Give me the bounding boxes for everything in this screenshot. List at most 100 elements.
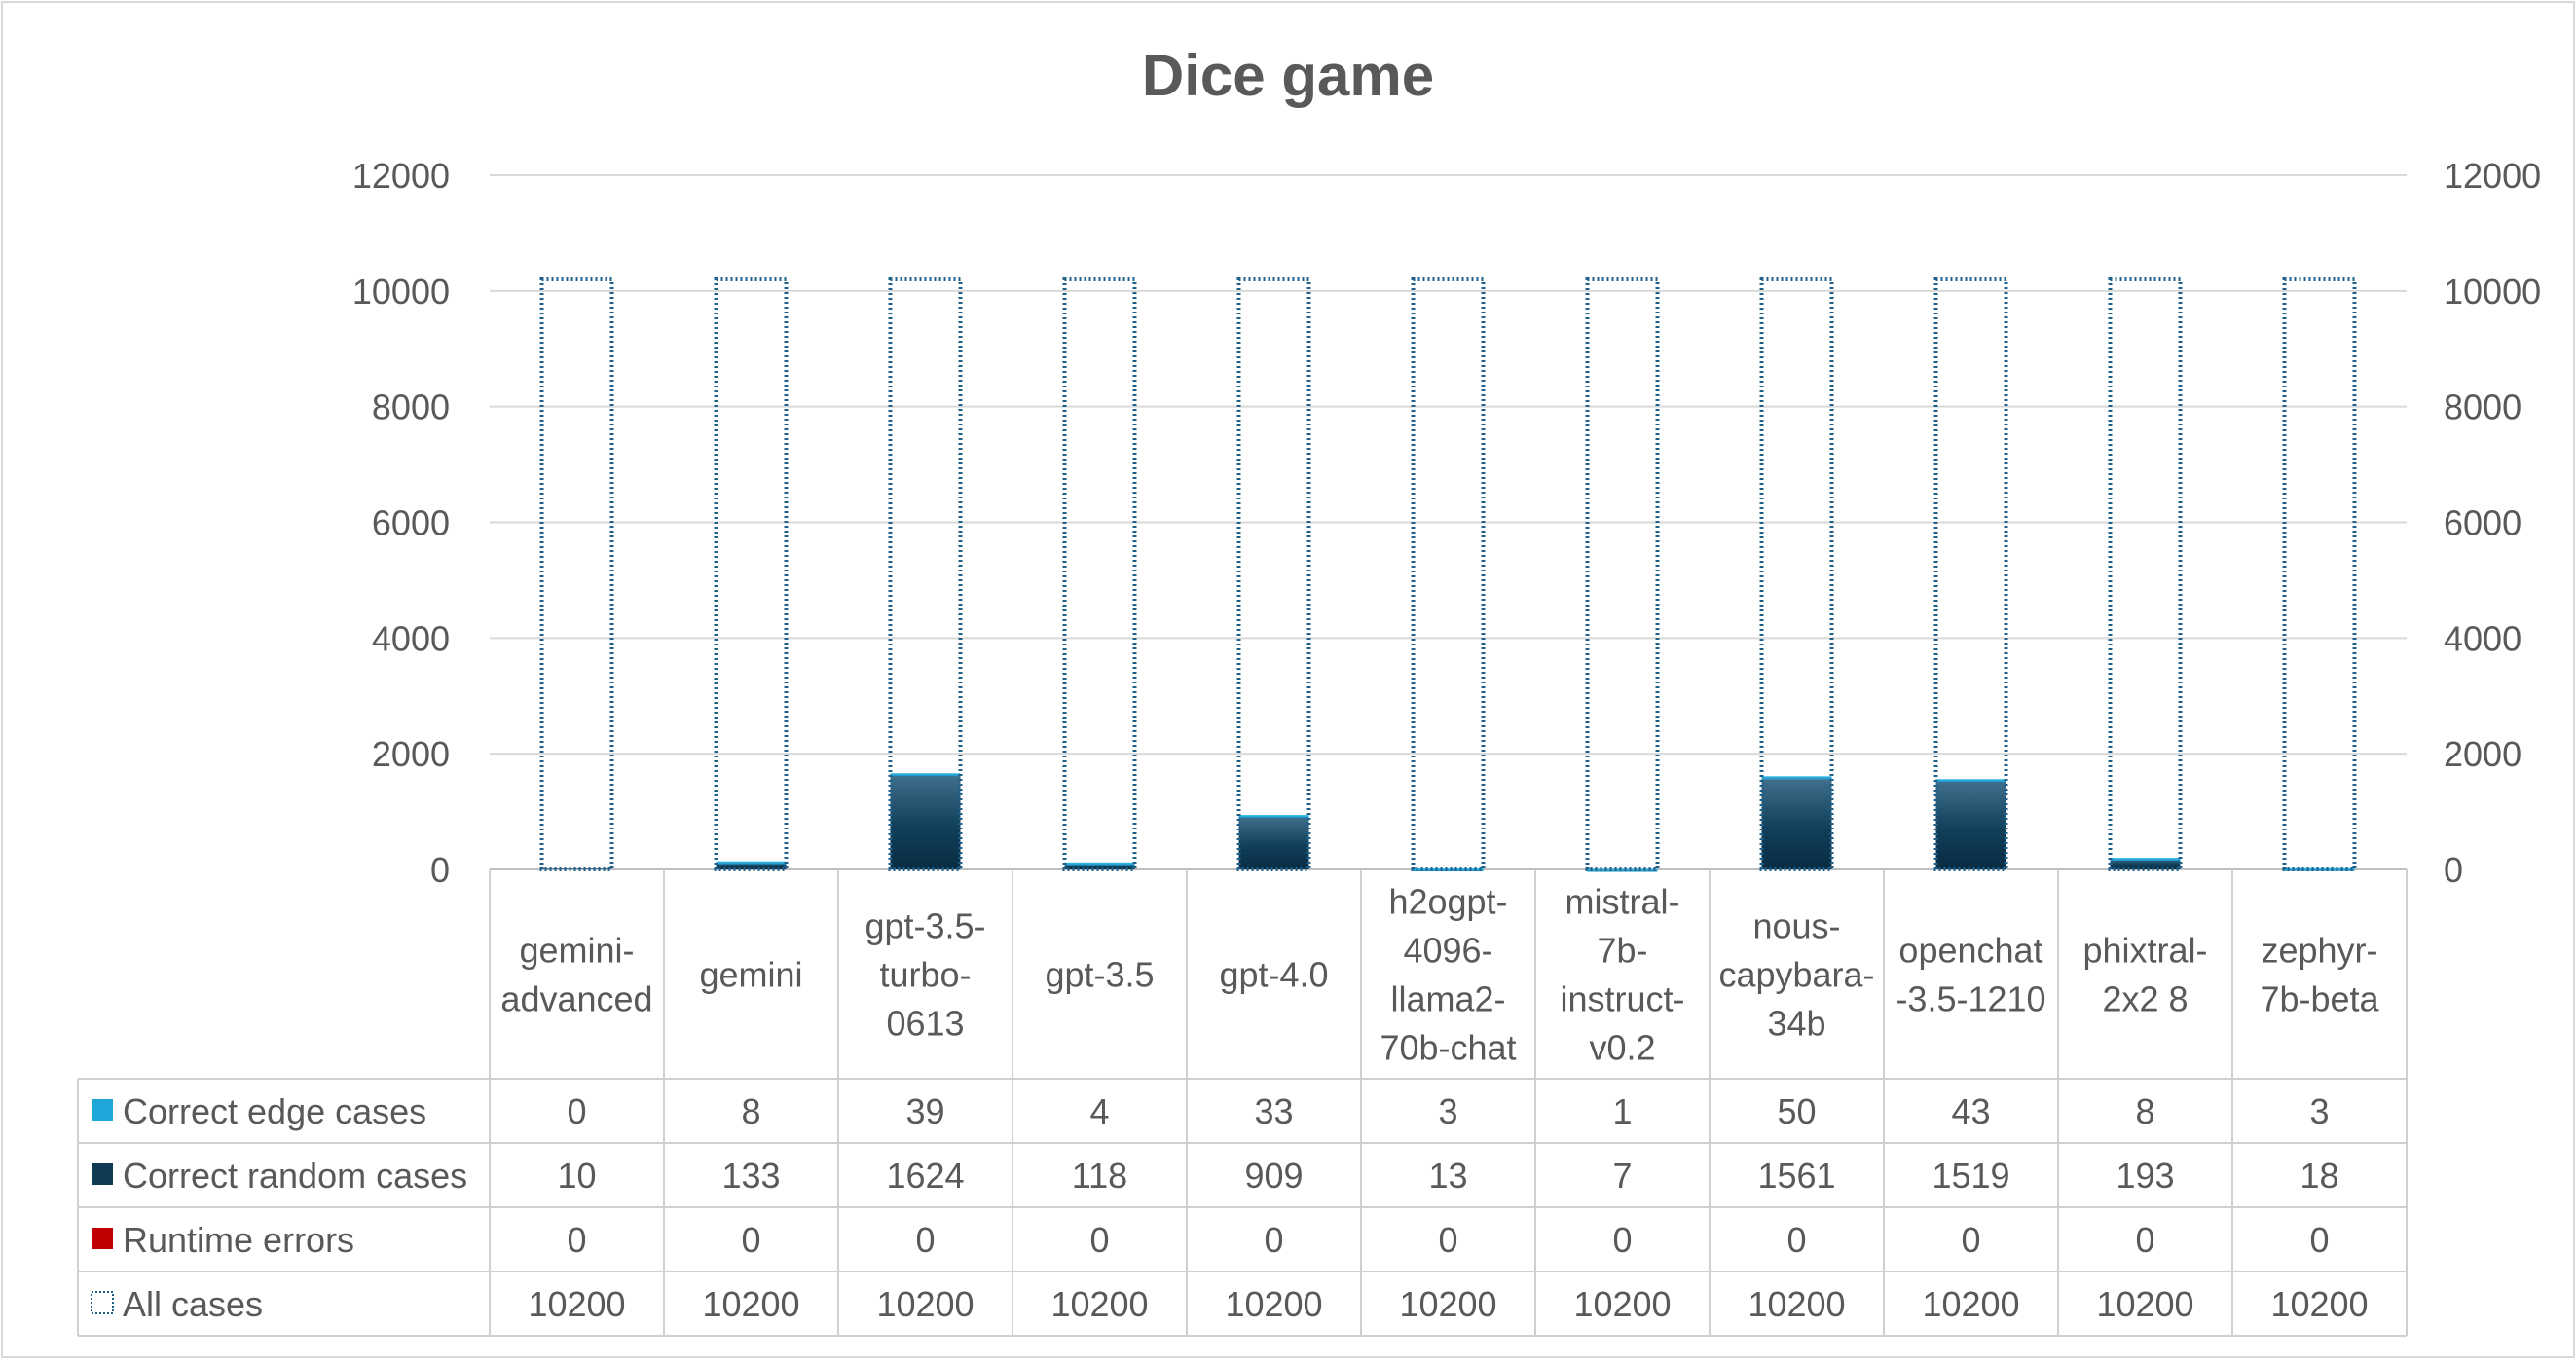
data-label: 0 (567, 1091, 586, 1131)
y-tick-label: 10000 (352, 272, 450, 312)
category-label-line: 4096- (1403, 931, 1492, 971)
bar-correct-edge-cases (2285, 868, 2355, 871)
category-label-line: gpt-4.0 (1219, 955, 1328, 995)
bar-correct-edge-cases (1936, 779, 2006, 782)
y-tick-label: 4000 (372, 618, 450, 658)
category-label-line: h2ogpt- (1388, 882, 1507, 922)
category-label-line: gemini- (519, 931, 634, 971)
data-label: 8 (741, 1091, 760, 1131)
y-tick-label: 6000 (372, 503, 450, 543)
chart-title: Dice game (1142, 43, 1434, 108)
series-label: Correct edge cases (123, 1091, 426, 1131)
legend-key (92, 1163, 113, 1185)
data-label: 4 (1089, 1091, 1109, 1131)
data-label: 1624 (886, 1156, 964, 1196)
category-label-line: openchat (1898, 931, 2042, 971)
bar-correct-edge-cases (1239, 815, 1309, 818)
category-label-line: gpt-3.5- (865, 906, 985, 946)
series-label: Runtime errors (123, 1220, 354, 1260)
data-label: 0 (567, 1220, 586, 1260)
category-label-line: 7b- (1597, 931, 1647, 971)
category-label: gpt-3.5 (1045, 955, 1154, 995)
bar-correct-edge-cases (717, 862, 787, 865)
data-label: 10 (557, 1156, 596, 1196)
bar-correct-edge-cases (1588, 869, 1658, 872)
data-label: 0 (1438, 1220, 1457, 1260)
data-label: 1561 (1757, 1156, 1835, 1196)
category-label-line: 0613 (886, 1004, 964, 1044)
bar-correct-edge-cases (1065, 863, 1135, 866)
data-label: 10200 (702, 1284, 799, 1324)
data-label: 0 (2135, 1220, 2154, 1260)
bar-correct-random-cases (1936, 782, 2006, 869)
bar-correct-edge-cases (1762, 776, 1832, 779)
y-tick-label: 12000 (352, 156, 450, 196)
data-label: 33 (1254, 1091, 1293, 1131)
data-label: 39 (905, 1091, 944, 1131)
data-label: 43 (1951, 1091, 1990, 1131)
category-label-line: zephyr- (2261, 931, 2377, 971)
category-label-line: phixtral- (2082, 931, 2207, 971)
data-label: 133 (721, 1156, 780, 1196)
legend-key (92, 1228, 113, 1249)
y2-tick-label: 0 (2444, 850, 2463, 890)
data-label: 13 (1428, 1156, 1467, 1196)
category-label: gemini (699, 955, 802, 995)
data-label: 0 (741, 1220, 760, 1260)
category-label-line: gpt-3.5 (1045, 955, 1154, 995)
y2-tick-label: 10000 (2444, 272, 2541, 312)
data-label: 0 (1961, 1220, 1980, 1260)
category-label-line: advanced (500, 979, 652, 1019)
category-label-line: llama2- (1390, 979, 1505, 1019)
bar-correct-random-cases (891, 776, 961, 869)
data-label: 0 (1264, 1220, 1283, 1260)
y-tick-label: 2000 (372, 734, 450, 774)
data-label: 0 (1786, 1220, 1806, 1260)
category-label-line: 34b (1767, 1004, 1825, 1044)
data-label: 1519 (1932, 1156, 2009, 1196)
category-label-line: v0.2 (1589, 1028, 1655, 1068)
y2-tick-label: 12000 (2444, 156, 2541, 196)
data-label: 1 (1612, 1091, 1632, 1131)
data-label: 8 (2135, 1091, 2154, 1131)
data-label: 7 (1612, 1156, 1632, 1196)
data-label: 118 (1072, 1156, 1127, 1196)
data-label: 3 (2309, 1091, 2329, 1131)
category-label-line: capybara- (1718, 955, 1874, 995)
category-label-line: 7b-beta (2260, 979, 2379, 1019)
bar-correct-random-cases (1762, 779, 1832, 869)
y2-tick-label: 4000 (2444, 618, 2521, 658)
data-label: 10200 (1922, 1284, 2019, 1324)
legend-key (92, 1099, 113, 1121)
category-label-line: nous- (1752, 906, 1840, 946)
data-label: 0 (2309, 1220, 2329, 1260)
bar-correct-random-cases (1239, 817, 1309, 869)
data-label: 10200 (1573, 1284, 1671, 1324)
series-label: All cases (123, 1284, 263, 1324)
data-label: 50 (1777, 1091, 1816, 1131)
data-label: 0 (1089, 1220, 1109, 1260)
category-label-line: 70b-chat (1380, 1028, 1516, 1068)
series-label: Correct random cases (123, 1156, 467, 1196)
bar-correct-edge-cases (891, 773, 961, 776)
data-label: 10200 (528, 1284, 625, 1324)
y-tick-label: 8000 (372, 387, 450, 427)
category-label: gpt-4.0 (1219, 955, 1328, 995)
y-tick-label: 0 (430, 850, 450, 890)
data-label: 10200 (2270, 1284, 2368, 1324)
y2-tick-label: 2000 (2444, 734, 2521, 774)
category-label-line: mistral- (1565, 882, 1680, 922)
y2-tick-label: 8000 (2444, 387, 2521, 427)
data-label: 909 (1244, 1156, 1303, 1196)
data-label: 10200 (1225, 1284, 1322, 1324)
category-label-line: 2x2 8 (2102, 979, 2188, 1019)
data-label: 18 (2300, 1156, 2338, 1196)
data-label: 0 (1612, 1220, 1632, 1260)
data-label: 10200 (2096, 1284, 2193, 1324)
data-label: 10200 (1399, 1284, 1496, 1324)
bar-correct-edge-cases (2111, 858, 2181, 861)
data-label: 3 (1438, 1091, 1457, 1131)
